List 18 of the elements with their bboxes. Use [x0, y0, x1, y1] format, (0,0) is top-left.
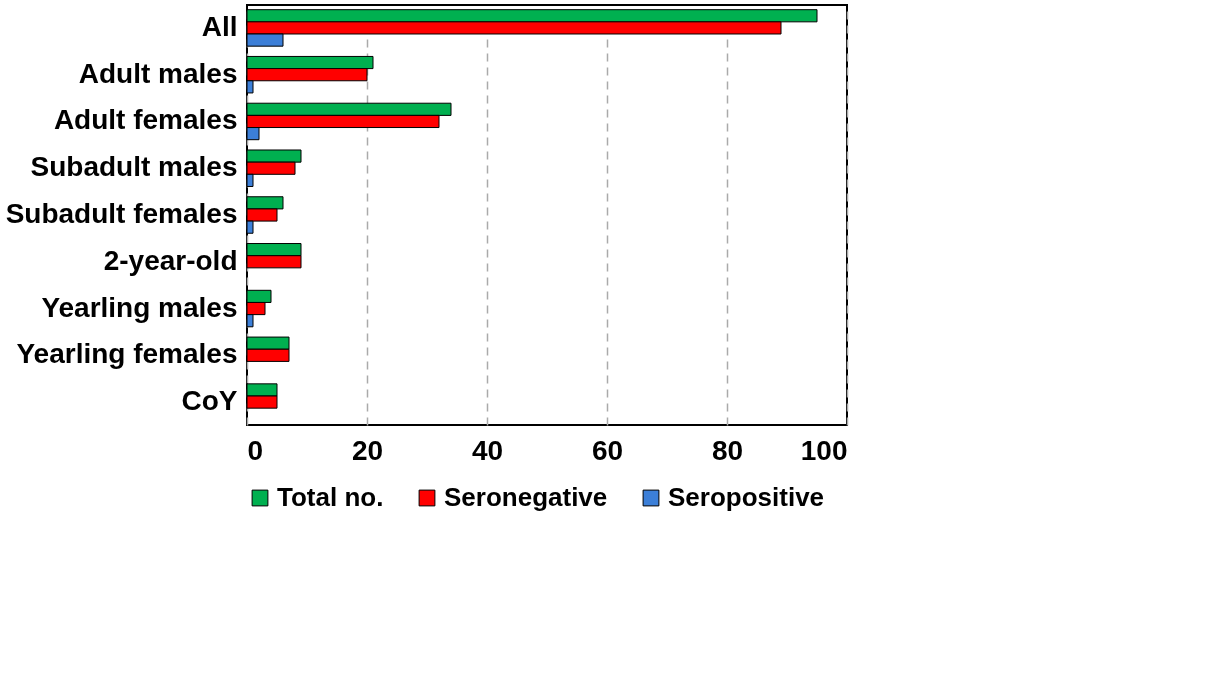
y-tick-label: Adult males — [78, 57, 238, 89]
x-tick-label: 40 — [471, 434, 504, 466]
y-tick-label: Subadult males — [30, 151, 238, 183]
y-tick-label: Subadult females — [5, 198, 238, 229]
y-tick-label: All — [201, 10, 238, 42]
legend-label: Total no. — [277, 482, 384, 512]
legend-label: Seropositive — [668, 482, 825, 512]
y-tick-label: Yearling males — [41, 291, 238, 323]
legend-label: Seronegative — [444, 482, 608, 512]
x-tick-label: 60 — [591, 434, 624, 466]
x-tick-label: 100 — [800, 434, 848, 466]
x-tick-label: 20 — [351, 434, 384, 466]
y-tick-label: Adult females — [53, 104, 238, 136]
y-tick-label: Yearling females — [16, 338, 238, 370]
x-tick-label: 80 — [711, 434, 744, 466]
y-tick-label: 2-year-old — [103, 244, 238, 276]
x-tick-label: 0 — [247, 434, 264, 466]
y-tick-label: CoY — [181, 385, 238, 417]
